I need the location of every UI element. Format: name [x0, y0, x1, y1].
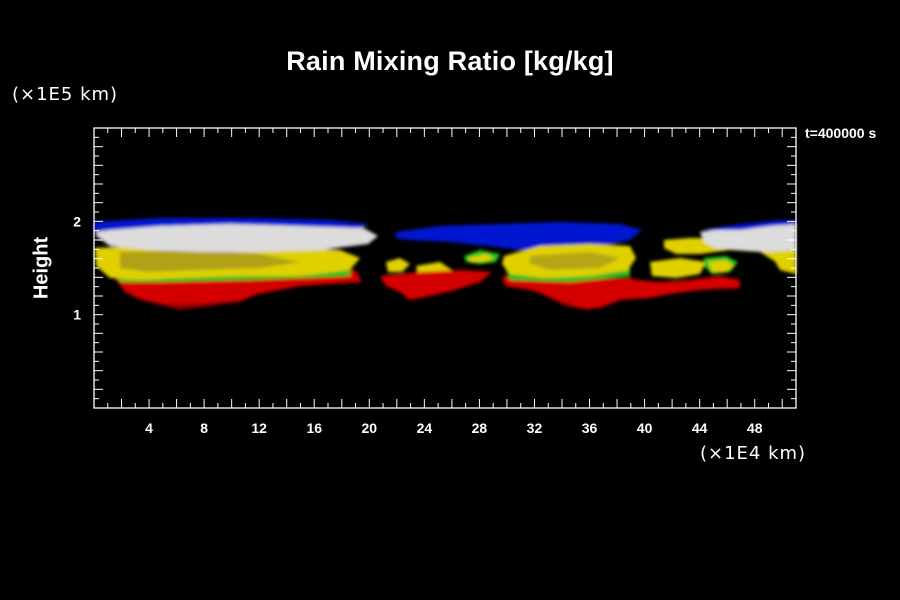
- x-tick-label: 12: [251, 420, 267, 436]
- field-yellow-mid-small: [468, 254, 494, 262]
- x-tick-label: 36: [582, 420, 598, 436]
- x-tick-label: 20: [362, 420, 378, 436]
- chart-title: Rain Mixing Ratio [kg/kg]: [286, 46, 614, 76]
- field-yellow-right-1: [650, 258, 706, 278]
- field-red-right: [628, 276, 740, 298]
- y-tick-label: 1: [73, 307, 81, 323]
- x-tick-label: 28: [472, 420, 488, 436]
- field-olive-center: [530, 252, 620, 270]
- field-red-center: [502, 276, 660, 308]
- y-scale-label: (×1E5 km): [12, 84, 119, 105]
- field-blue-right: [700, 220, 796, 230]
- x-tick-label: 32: [527, 420, 543, 436]
- field-yellow-right-4: [772, 252, 796, 274]
- field-yellow-right-2: [708, 260, 734, 272]
- field-red-mid: [380, 270, 492, 300]
- y-tick-label: 2: [73, 213, 81, 229]
- x-tick-label: 48: [747, 420, 763, 436]
- x-scale-label: (×1E4 km): [700, 443, 807, 464]
- rain-field: [94, 218, 796, 310]
- x-tick-label: 24: [417, 420, 433, 436]
- x-tick-label: 4: [145, 420, 153, 436]
- field-olive-left: [120, 250, 300, 272]
- field-white-left: [96, 220, 378, 252]
- x-tick-label: 8: [200, 420, 208, 436]
- field-blue-mid: [396, 222, 642, 250]
- field-blue-left: [94, 218, 370, 232]
- field-yellow-small-1: [386, 258, 410, 272]
- time-label: t=400000 s: [805, 125, 877, 141]
- x-tick-label: 16: [306, 420, 322, 436]
- x-tick-label: 44: [692, 420, 708, 436]
- x-tick-label: 40: [637, 420, 653, 436]
